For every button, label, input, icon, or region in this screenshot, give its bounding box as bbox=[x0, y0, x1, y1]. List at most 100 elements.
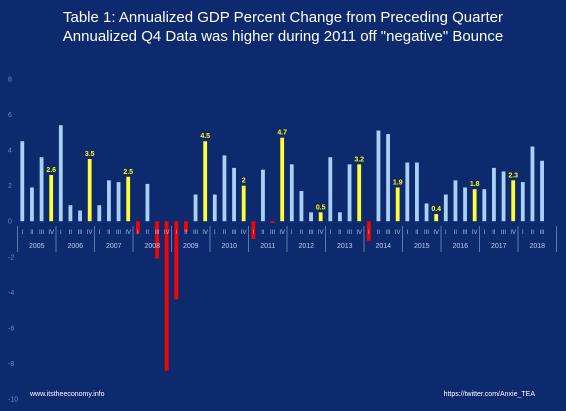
gdp-bar bbox=[222, 155, 227, 222]
data-label: 4.5 bbox=[200, 133, 210, 140]
quarter-label: III bbox=[463, 230, 468, 236]
gdp-bar bbox=[347, 164, 352, 222]
gdp-bar bbox=[530, 146, 535, 222]
gdp-bar bbox=[299, 191, 304, 222]
year-label: 2010 bbox=[221, 243, 237, 250]
year-label: 2006 bbox=[67, 243, 83, 250]
gdp-bar bbox=[193, 194, 198, 222]
quarter-label: II bbox=[300, 230, 304, 236]
quarter-label: I bbox=[522, 230, 524, 236]
quarter-label: III bbox=[193, 230, 198, 236]
quarter-label: I bbox=[60, 230, 62, 236]
quarter-label: III bbox=[39, 230, 44, 236]
gdp-bar bbox=[289, 164, 294, 222]
quarter-label: II bbox=[377, 230, 381, 236]
quarter-label: II bbox=[261, 230, 265, 236]
gdp-bar bbox=[241, 185, 246, 222]
quarter-label: I bbox=[291, 230, 293, 236]
gdp-bar bbox=[135, 221, 140, 234]
data-label: 1.9 bbox=[393, 179, 403, 186]
gdp-bar bbox=[520, 182, 525, 222]
gdp-bar bbox=[145, 183, 150, 222]
quarter-label: IV bbox=[164, 230, 170, 236]
quarter-label: IV bbox=[87, 230, 93, 236]
data-label: 2.5 bbox=[123, 169, 133, 176]
data-label: 0.5 bbox=[316, 204, 326, 211]
quarter-label: II bbox=[415, 230, 419, 236]
quarter-axis-labels: I II III IV I II III IV I II III IV I II III IV I II III IV… bbox=[21, 230, 544, 236]
gdp-bar bbox=[87, 159, 92, 222]
year-label: 2013 bbox=[337, 243, 353, 250]
quarter-label: I bbox=[445, 230, 447, 236]
year-label: 2007 bbox=[106, 243, 122, 250]
gdp-bar bbox=[511, 180, 516, 222]
quarter-label: III bbox=[232, 230, 237, 236]
quarter-label: II bbox=[30, 230, 34, 236]
quarter-label: I bbox=[98, 230, 100, 236]
y-tick-label: -2 bbox=[8, 254, 14, 261]
quarter-label: II bbox=[184, 230, 188, 236]
y-tick-label: 2 bbox=[8, 183, 12, 190]
quarter-label: IV bbox=[356, 230, 362, 236]
gdp-bar bbox=[184, 221, 188, 232]
gdp-bar bbox=[126, 176, 131, 222]
y-tick-label: 6 bbox=[8, 112, 12, 119]
quarter-label: I bbox=[252, 230, 254, 236]
gdp-bar bbox=[376, 130, 381, 222]
chart-subtitle: Annualized Q4 Data was higher during 201… bbox=[63, 28, 503, 45]
data-label: 3.2 bbox=[354, 156, 364, 163]
quarter-label: II bbox=[107, 230, 111, 236]
gdp-bar bbox=[463, 187, 467, 222]
quarter-label: I bbox=[483, 230, 485, 236]
data-labels: 2.6 3.5 2.5 4.5 2 4.7 0.5 3.2 1.9 0.4 1.8 2.3 bbox=[46, 130, 518, 213]
quarter-label: II bbox=[454, 230, 458, 236]
year-label: 2015 bbox=[414, 243, 430, 250]
gdp-bar bbox=[482, 189, 487, 222]
data-label: 4.7 bbox=[277, 130, 287, 137]
y-tick-label: 4 bbox=[8, 148, 12, 155]
y-tick-label: -4 bbox=[8, 290, 14, 297]
data-label: 2.3 bbox=[508, 172, 518, 179]
quarter-label: IV bbox=[318, 230, 324, 236]
quarter-label: I bbox=[214, 230, 216, 236]
gdp-bar bbox=[49, 175, 54, 222]
y-axis-ticks: 8 6 4 2 0 -2 -4 -6 -8 -10 bbox=[8, 77, 18, 404]
y-tick-label: -6 bbox=[8, 325, 14, 332]
gdp-bar bbox=[501, 171, 506, 222]
quarter-label: I bbox=[406, 230, 408, 236]
quarter-label: I bbox=[329, 230, 331, 236]
data-label: 2 bbox=[242, 178, 246, 185]
quarter-label: III bbox=[347, 230, 352, 236]
quarter-label: III bbox=[155, 230, 160, 236]
y-tick-label: -8 bbox=[8, 361, 14, 368]
year-label: 2014 bbox=[375, 243, 391, 250]
gdp-bar bbox=[58, 125, 63, 222]
chart-title: Table 1: Annualized GDP Percent Change f… bbox=[63, 9, 503, 26]
bar-series bbox=[20, 125, 544, 371]
gdp-bar bbox=[212, 194, 217, 222]
gdp-bar bbox=[434, 214, 439, 222]
year-label: 2017 bbox=[491, 243, 507, 250]
quarter-label: III bbox=[270, 230, 275, 236]
gdp-bar bbox=[338, 212, 342, 222]
quarter-label: I bbox=[137, 230, 139, 236]
quarter-label: IV bbox=[395, 230, 401, 236]
quarter-label: II bbox=[223, 230, 227, 236]
gdp-bar bbox=[203, 141, 208, 222]
gdp-bar bbox=[107, 180, 111, 222]
year-axis-labels: 2005 2006 2007 2008 2009 2010 2011 2012 2013 2014… bbox=[17, 226, 557, 252]
year-label: 2018 bbox=[529, 243, 545, 250]
year-label: 2009 bbox=[183, 243, 199, 250]
gdp-bar bbox=[68, 205, 73, 222]
gdp-bar bbox=[280, 137, 285, 222]
gdp-bar bbox=[424, 203, 429, 222]
gdp-bar bbox=[328, 157, 333, 222]
y-tick-label: -10 bbox=[8, 397, 18, 404]
quarter-label: IV bbox=[202, 230, 208, 236]
quarter-label: III bbox=[540, 230, 545, 236]
quarter-label: III bbox=[386, 230, 391, 236]
quarter-label: III bbox=[309, 230, 314, 236]
gdp-bar bbox=[97, 205, 102, 222]
year-label: 2016 bbox=[452, 243, 468, 250]
quarter-label: III bbox=[424, 230, 429, 236]
